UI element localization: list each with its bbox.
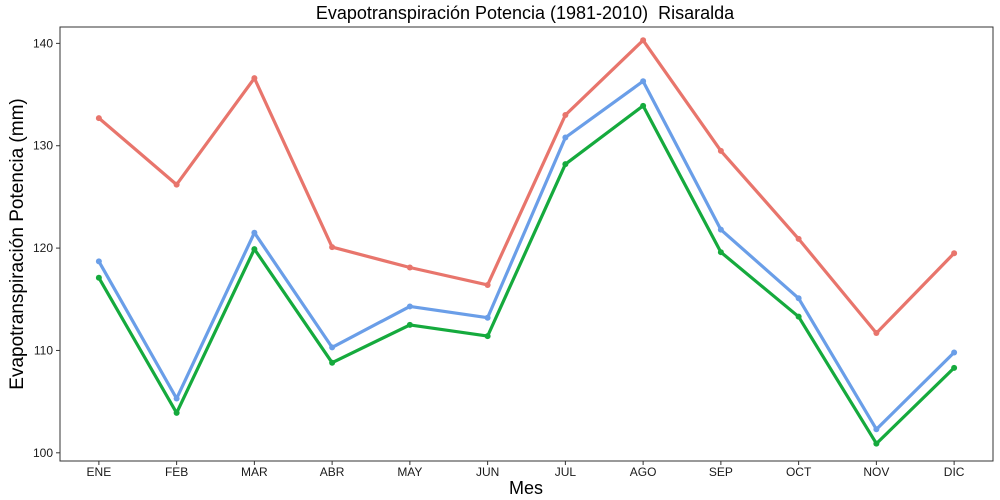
x-tick-label: AGO [630, 465, 657, 479]
data-point [329, 359, 336, 366]
x-axis-title: Mes [509, 478, 543, 498]
data-point [484, 281, 491, 288]
data-point [95, 115, 102, 122]
x-tick-label: OCT [786, 465, 812, 479]
data-point [251, 229, 258, 236]
data-point [640, 78, 647, 85]
data-point [173, 409, 180, 416]
x-tick-label: MAR [241, 465, 268, 479]
y-axis: 100 110 120 130 140 [33, 36, 60, 460]
data-point [717, 226, 724, 233]
data-point [95, 274, 102, 281]
y-tick-label: 130 [33, 139, 53, 153]
data-point [951, 250, 958, 257]
series-1 [95, 37, 958, 337]
data-point [873, 426, 880, 433]
data-point [329, 244, 336, 251]
data-point [795, 295, 802, 302]
chart-title: Evapotranspiración Potencia (1981-2010) … [315, 3, 735, 23]
data-point [795, 313, 802, 320]
data-point [173, 395, 180, 402]
data-point [406, 321, 413, 328]
x-tick-label: JUL [555, 465, 577, 479]
series-line [97, 104, 956, 446]
data-point [251, 246, 258, 253]
data-point [484, 333, 491, 340]
y-tick-label: 110 [34, 343, 53, 357]
data-point [95, 258, 102, 265]
series-layer [95, 37, 958, 447]
data-point [562, 134, 569, 141]
series-3 [95, 102, 958, 447]
y-axis-title: Evapotranspiración Potencia (mm) [7, 98, 28, 389]
x-tick-label: FEB [165, 465, 188, 479]
data-point [173, 181, 180, 188]
data-point [795, 235, 802, 242]
data-point [717, 147, 724, 154]
plot-panel [59, 26, 994, 462]
series-line [97, 38, 956, 335]
data-point [484, 314, 491, 321]
y-tick-label: 120 [33, 241, 53, 255]
data-point [406, 264, 413, 271]
data-point [951, 364, 958, 371]
data-point [562, 161, 569, 168]
x-tick-label: MAY [397, 465, 422, 479]
series-2 [95, 78, 958, 433]
x-axis: ENE FEB MAR ABR MAY JUN JUL AGO SEP OCT NOV DIC [87, 461, 965, 479]
x-tick-label: JUN [476, 465, 499, 479]
data-point [951, 349, 958, 356]
y-tick-label: 100 [33, 446, 53, 460]
x-tick-label: SEP [709, 465, 733, 479]
data-point [873, 330, 880, 337]
x-tick-label: ENE [87, 465, 112, 479]
data-point [251, 75, 258, 82]
data-point [329, 344, 336, 351]
x-tick-label: ABR [320, 465, 345, 479]
x-tick-label: NOV [863, 465, 889, 479]
data-point [873, 440, 880, 447]
data-point [406, 303, 413, 310]
data-point [562, 112, 569, 119]
data-point [640, 102, 647, 109]
y-tick-label: 140 [33, 36, 53, 50]
data-point [640, 37, 647, 44]
series-line [97, 79, 956, 431]
data-point [717, 249, 724, 256]
x-tick-label: DIC [944, 465, 965, 479]
